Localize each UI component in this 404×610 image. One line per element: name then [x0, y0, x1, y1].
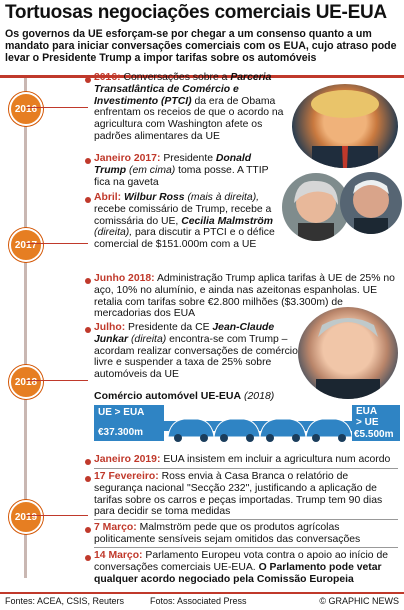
- car-trade-title-text: Comércio automóvel UE-EUA: [94, 390, 242, 402]
- connector: [26, 515, 88, 516]
- entry-text: Malmström pede que os produtos agrícolas…: [94, 522, 361, 545]
- photo-juncker: [298, 307, 398, 399]
- entry-mar7-2019: 7 Março: Malmström pede que os produtos …: [94, 522, 398, 546]
- entry-text: Presidente da CE: [125, 322, 213, 333]
- entry-text: toma posse. A TTIP fica na gaveta: [94, 164, 269, 188]
- car-trade-chart: UE > EUA €37.300m EUA > UE €5.500m: [94, 403, 400, 443]
- person-icon: [294, 180, 338, 241]
- entry-italic: (mais à direita),: [184, 192, 260, 203]
- entry-italic: (em cima): [126, 164, 176, 176]
- entry-bold: Cecilia Malmström: [181, 215, 274, 227]
- bottom-rule: [0, 592, 404, 594]
- entry-april-2017: Abril: Wilbur Ross (mais à direita), rec…: [94, 192, 282, 251]
- person-icon: [316, 318, 380, 399]
- entry-italic: (direita),: [94, 227, 133, 239]
- entry-dot: [85, 476, 91, 482]
- entry-dot: [85, 527, 91, 533]
- entry-mar14-2019: 14 Março: Parlamento Europeu vota contra…: [94, 550, 398, 585]
- entry-text: encontra-se com Trump – acordam realizar…: [94, 333, 298, 381]
- photo-ross: [340, 172, 402, 234]
- connector: [26, 243, 88, 244]
- entry-date: Janeiro 2019:: [94, 454, 161, 465]
- year-2018-marker: 2018: [9, 365, 43, 399]
- entry-bold: Jean-Claude Junkar: [94, 322, 275, 345]
- car-trade-left-label: UE > EUA: [98, 407, 145, 418]
- page-title: Tortuosas negociações comerciais UE-EUA: [5, 2, 387, 23]
- entry-feb-2019: 17 Fevereiro: Ross envia à Casa Branca o…: [94, 471, 398, 518]
- entry-text: Conversações sobre a: [120, 72, 231, 83]
- entry-dot: [85, 555, 91, 561]
- entry-dot: [85, 77, 91, 83]
- entry-bold: Wilbur Ross: [121, 192, 185, 203]
- photo-credit: Fotos: Associated Press: [150, 596, 247, 606]
- entry-dot: [85, 158, 91, 164]
- connector: [26, 380, 88, 381]
- divider: [94, 519, 398, 520]
- entry-2016: 2016: Conversações sobre a Parceria Tran…: [94, 72, 284, 143]
- entry-bold: Parceria Transatlântica de Comércio e In…: [94, 72, 272, 107]
- car-trade-right-label2: > UE: [356, 417, 379, 428]
- entry-text: EUA insistem em incluir a agricultura nu…: [160, 454, 391, 465]
- divider: [94, 547, 398, 548]
- photo-malmstrom: [282, 173, 350, 241]
- entry-text: da era de Obama enfrentam os receios de …: [94, 95, 284, 142]
- car-trade-year: (2018): [243, 390, 275, 402]
- year-2017-marker: 2017: [9, 228, 43, 262]
- entry-text: recebe comissário de Trump, recebe a com…: [94, 203, 272, 227]
- entry-text: Administração Trump aplica tarifas à UE …: [94, 273, 395, 320]
- copyright: © GRAPHIC NEWS: [319, 596, 399, 606]
- timeline-line: [24, 78, 27, 578]
- connector: [26, 107, 88, 108]
- car-trade-title: Comércio automóvel UE-EUA (2018): [94, 390, 274, 402]
- entry-date: Junho 2018:: [94, 273, 155, 284]
- top-rule: [0, 75, 404, 78]
- entry-date: Julho:: [94, 322, 126, 333]
- entry-date: 14 Março:: [94, 550, 143, 561]
- entry-dot: [85, 278, 91, 284]
- entry-date: 7 Março:: [94, 522, 137, 533]
- entry-date: 2016:: [94, 72, 121, 83]
- entry-date: 17 Fevereiro:: [94, 471, 159, 482]
- entry-dot: [85, 459, 91, 465]
- car-trade-right-value: €5.500m: [354, 429, 394, 440]
- year-2016-marker: 2016: [9, 92, 43, 126]
- page-subtitle: Os governos da UE esforçam-se por chegar…: [5, 28, 397, 64]
- entry-dot: [85, 327, 91, 333]
- entry-text: para discutir a PTCI e o défice comercia…: [94, 227, 275, 251]
- car-trade-right-bar: EUA > UE €5.500m: [352, 405, 400, 441]
- entry-july-2018: Julho: Presidente da CE Jean-Claude Junk…: [94, 322, 298, 381]
- entry-italic: (direita): [128, 333, 167, 345]
- entry-date: Abril:: [94, 192, 122, 203]
- car-trade-left-value: €37.300m: [98, 427, 144, 438]
- entry-jan-2019: Janeiro 2019: EUA insistem em incluir a …: [94, 454, 398, 466]
- divider: [94, 468, 398, 469]
- car-trade-right-label: EUA: [356, 406, 378, 417]
- entry-dot: [85, 197, 91, 203]
- entry-text: Parlamento Europeu vota contra o apoio a…: [94, 550, 389, 573]
- photo-trump: [292, 84, 398, 168]
- entry-jan-2017: Janeiro 2017: Presidente Donald Trump (e…: [94, 153, 284, 188]
- car-trade-left-bar: UE > EUA €37.300m: [94, 405, 164, 441]
- person-icon: [311, 90, 379, 168]
- entry-date: Janeiro 2017:: [94, 153, 161, 164]
- entry-text: Presidente: [160, 153, 216, 164]
- sources: Fontes: ACEA, CSIS, Reuters: [5, 596, 125, 606]
- year-2019-marker: 2019: [9, 500, 43, 534]
- entry-june-2018: Junho 2018: Administração Trump aplica t…: [94, 273, 398, 320]
- person-icon: [353, 180, 389, 234]
- cars-graphic: [162, 418, 352, 442]
- entry-text: Ross envia à Casa Branca o relatório de …: [94, 471, 383, 518]
- entry-bold: O Parlamento pode vetar qualquer acordo …: [94, 561, 382, 585]
- entry-bold: Donald Trump: [94, 153, 252, 176]
